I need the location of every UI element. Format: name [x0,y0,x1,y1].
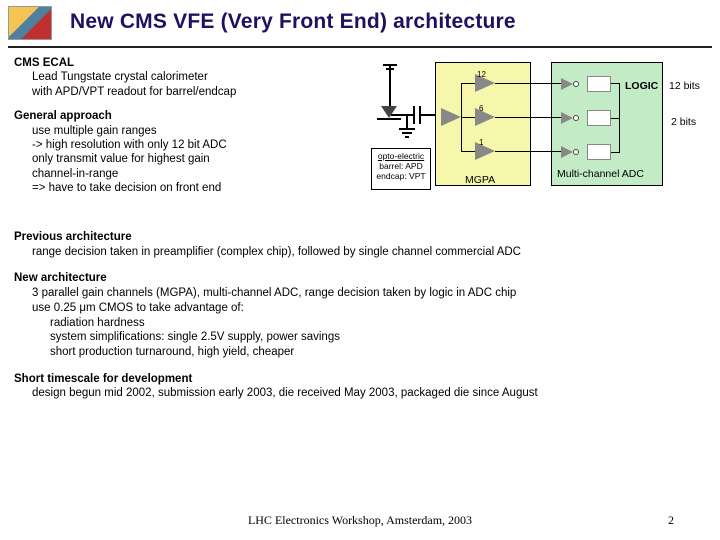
new-arch-l2: use 0.25 μm CMOS to take advantage of: [14,302,244,314]
mgpa-branch-2 [461,117,475,118]
adc-block-1 [587,76,611,92]
adc-buffer-1 [561,78,573,90]
ecal-heading: CMS ECAL [14,57,74,69]
gnd3 [405,136,409,138]
adc-buffer-3 [561,146,573,158]
mgpa-branch-1 [461,83,475,84]
ecal-block: CMS ECAL Lead Tungstate crystal calorime… [14,56,344,99]
cms-logo [8,6,52,40]
capacitor-plate-1 [413,106,415,124]
gnd-vert [406,116,408,128]
title-rule [8,46,712,48]
gnd2 [402,132,412,134]
opto-title: opto-electric [378,151,424,161]
left-text-column: CMS ECAL Lead Tungstate crystal calorime… [14,56,344,205]
adc-block-2 [587,110,611,126]
approach-l2: -> high resolution with only 12 bit ADC [14,139,227,151]
prev-arch-heading: Previous architecture [14,231,132,243]
bits-2-label: 2 bits [671,116,696,128]
lower-text: Previous architecture range decision tak… [14,230,704,413]
gain-label-12: 12 [477,70,486,79]
adc-out-2 [611,118,619,119]
adc-out-3 [611,152,619,153]
adc-out-1 [611,83,619,84]
ecal-l1: Lead Tungstate crystal calorimeter [14,71,208,83]
preamp-icon [441,108,461,126]
adc-bubble-1 [573,81,579,87]
timescale-block: Short timescale for development design b… [14,372,704,401]
prev-arch-block: Previous architecture range decision tak… [14,230,704,259]
new-arch-l4: system simplifications: single 2.5V supp… [14,331,340,343]
page-number: 2 [668,513,674,528]
approach-l3: only transmit value for highest gain [14,153,210,165]
approach-block: General approach use multiple gain range… [14,109,344,195]
vfe-diagram: opto-electric barrel: APD endcap: VPT 12… [325,56,705,216]
adc-block-3 [587,144,611,160]
new-arch-block: New architecture 3 parallel gain channel… [14,271,704,359]
adc-bubble-2 [573,115,579,121]
gain-label-6: 6 [479,104,483,113]
opto-l2: endcap: VPT [376,171,425,181]
adc-buffer-2 [561,112,573,124]
wire-ch3 [495,151,561,152]
gain-amp-1 [475,142,495,160]
logic-label: LOGIC [625,80,658,92]
diode-bar [377,118,401,120]
approach-l1: use multiple gain ranges [14,125,157,137]
approach-l4: channel-in-range [14,168,118,180]
approach-heading: General approach [14,110,112,122]
gnd1 [399,128,415,130]
timescale-heading: Short timescale for development [14,373,192,385]
wire-detector [391,114,413,116]
ecal-l2: with APD/VPT readout for barrel/endcap [14,86,236,98]
adc-label: Multi-channel ADC [557,168,644,180]
photodiode-icon [381,106,397,118]
slide-title: New CMS VFE (Very Front End) architectur… [70,10,516,34]
wire-ch1 [495,83,561,84]
footer-text: LHC Electronics Workshop, Amsterdam, 200… [0,513,720,528]
gain-label-1: 1 [479,138,483,147]
approach-l5: => have to take decision on front end [14,182,221,194]
opto-l1: barrel: APD [379,161,422,171]
adc-out-bus [619,83,620,153]
adc-bubble-3 [573,149,579,155]
timescale-l1: design begun mid 2002, submission early … [14,387,538,399]
new-arch-heading: New architecture [14,272,107,284]
bits-12-label: 12 bits [669,80,700,92]
prev-arch-l1: range decision taken in preamplifier (co… [14,246,521,258]
gain-amp-6 [475,108,495,126]
mgpa-label: MGPA [465,174,495,186]
opto-box: opto-electric barrel: APD endcap: VPT [371,148,431,190]
new-arch-l1: 3 parallel gain channels (MGPA), multi-c… [14,287,516,299]
new-arch-l3: radiation hardness [14,317,145,329]
wire-ch2 [495,117,561,118]
new-arch-l5: short production turnaround, high yield,… [14,346,294,358]
mgpa-branch-3 [461,151,475,152]
